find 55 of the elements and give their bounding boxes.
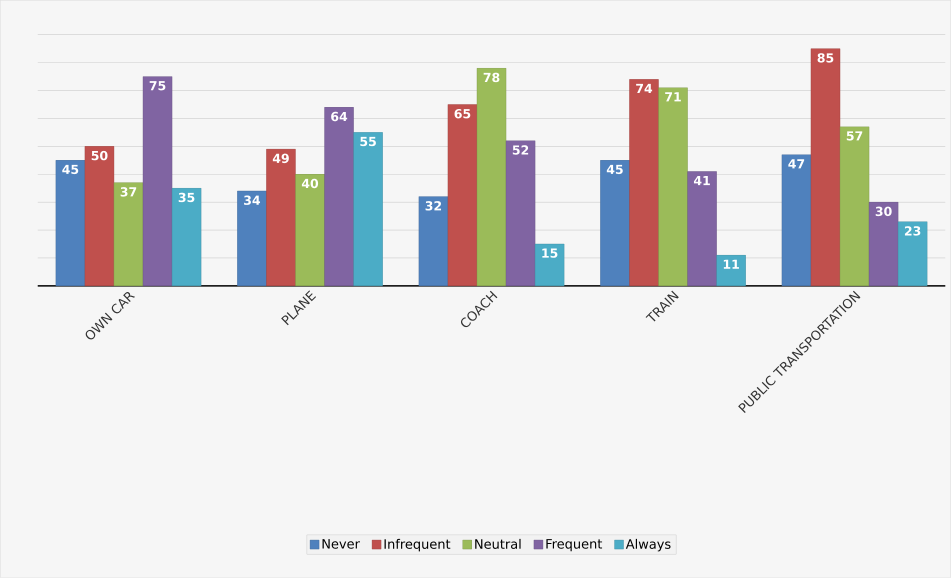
bar [898,222,928,286]
legend-label: Never [322,539,360,549]
data-label: 52 [512,145,528,155]
bar [782,154,812,286]
bar [687,171,717,286]
data-label: 74 [636,84,652,94]
bar [476,68,506,286]
bar [324,107,354,286]
bar [237,190,267,286]
bar [600,160,630,286]
bar [84,146,114,286]
bar [266,149,296,286]
bar [810,48,840,286]
data-label: 71 [665,92,681,102]
data-label: 85 [818,53,834,63]
data-label: 37 [120,187,136,197]
data-label: 40 [302,178,318,188]
bar [506,140,536,286]
bar [716,255,746,286]
bar [172,188,202,286]
data-label: 34 [244,196,260,206]
data-label: 15 [542,248,558,258]
bar [629,79,659,286]
bar [840,126,870,286]
legend-label: Neutral [475,539,521,550]
data-label: 30 [876,206,892,216]
bar [142,76,172,286]
bar [448,104,478,286]
data-label: 50 [92,150,108,160]
bar [418,196,448,286]
bar [114,182,144,286]
data-label: 32 [426,201,442,211]
data-label: 35 [178,192,194,202]
data-label: 49 [272,154,289,164]
bar [353,132,383,286]
legend-label: Always [626,539,671,552]
data-label: 75 [150,81,166,90]
bar [56,160,86,286]
data-label: 23 [904,226,920,236]
data-label: 57 [846,131,862,141]
bar [295,174,325,286]
bar [534,244,564,286]
legend-label: Frequent [546,539,602,552]
data-label: 65 [454,109,470,119]
data-label: 55 [360,137,376,146]
data-label: 11 [724,260,739,269]
data-label: 41 [694,176,710,186]
legend-label: Infrequent [384,539,450,552]
data-label: 45 [62,164,78,174]
bar [868,202,898,286]
data-label: 64 [331,112,348,122]
data-label: 45 [606,164,623,174]
data-label: 47 [788,159,804,168]
data-label: 78 [484,72,500,82]
bar [658,88,688,286]
